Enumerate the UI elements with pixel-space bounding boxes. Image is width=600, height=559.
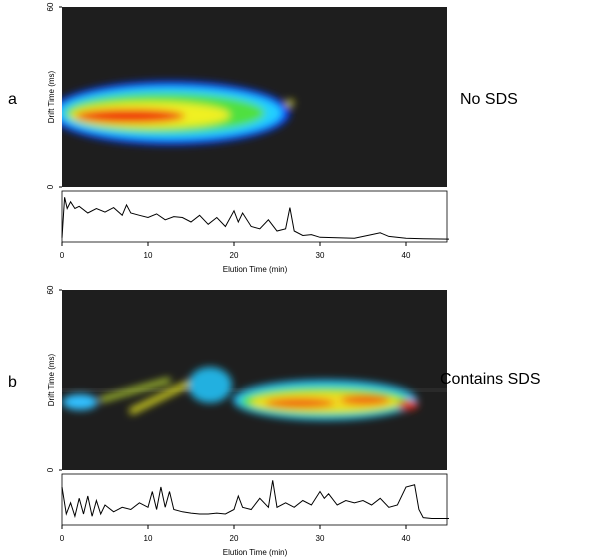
plots: 0 60 Drift Time (ms) 0 10 20 30 40 Elution Time … [8,2,541,557]
panel-label: b [8,374,17,391]
heatmap-signal [62,367,418,420]
x-tick-label: 40 [402,534,411,543]
annotation: Contains SDS [440,371,541,388]
y-tick-label: 0 [46,184,55,189]
x-tick-label: 10 [144,251,153,260]
x-tick-label: 20 [230,534,239,543]
trace-frame [61,473,448,526]
x-axis-label: Elution Time (min) [223,548,288,557]
y-axis-label: Drift Time (ms) [47,70,56,123]
y-tick-label: 0 [46,467,55,472]
heatmap-signal [62,81,294,145]
trace-line [61,480,449,519]
panel-label: a [8,91,17,108]
y-axis-label: Drift Time (ms) [47,353,56,406]
x-tick-label: 30 [316,251,325,260]
heatmap-bg [62,290,447,470]
x-tick-label: 0 [60,251,65,260]
x-tick-label: 40 [402,251,411,260]
y-tick-label: 60 [46,285,55,294]
trace-line [61,197,450,240]
trace-frame [61,190,448,243]
annotation: No SDS [460,91,518,108]
y-tick-label: 60 [46,2,55,11]
x-tick-label: 0 [60,534,65,543]
x-tick-label: 30 [316,534,325,543]
x-axis-label: Elution Time (min) [223,265,288,274]
x-tick-label: 10 [144,534,153,543]
x-tick-label: 20 [230,251,239,260]
